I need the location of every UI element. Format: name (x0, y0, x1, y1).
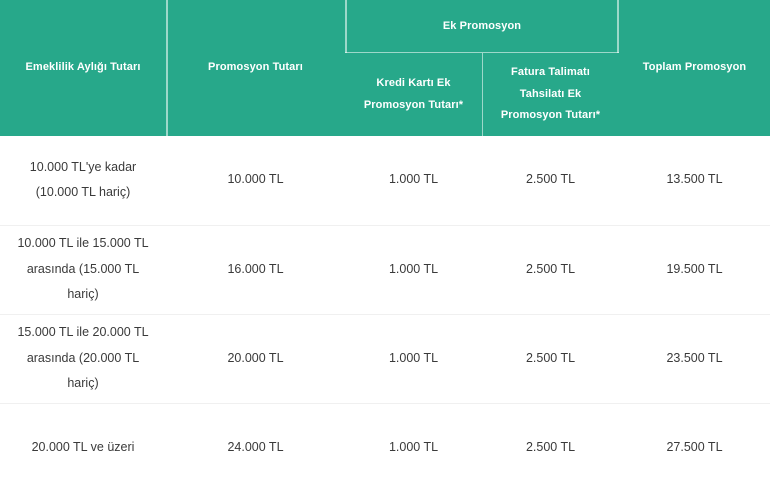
table-body: 10.000 TL'ye kadar (10.000 TL hariç) 10.… (0, 136, 770, 492)
cell-emeklilik-ayligi-tutari: 20.000 TL ve üzeri (0, 403, 166, 492)
column-header-emeklilik-ayligi-tutari: Emeklilik Aylığı Tutarı (0, 0, 166, 136)
cell-kredi-karti-ek-promosyon-tutari: 1.000 TL (345, 314, 482, 404)
table-header-row-group: Emeklilik Aylığı Tutarı Promosyon Tutarı… (0, 0, 770, 136)
cell-emeklilik-ayligi-tutari: 10.000 TL'ye kadar (10.000 TL hariç) (0, 136, 166, 226)
cell-promosyon-tutari: 16.000 TL (166, 225, 345, 315)
table-header-row-sub: Kredi Kartı Ek Promosyon Tutarı* Fatura … (0, 53, 770, 136)
cell-toplam-promosyon: 19.500 TL (619, 225, 770, 315)
column-header-fatura-talimati-tahsilati-ek-promosyon-tutari: Fatura Talimatı Tahsilatı Ek Promosyon T… (482, 53, 619, 136)
cell-toplam-promosyon: 13.500 TL (619, 136, 770, 226)
table-row: 10.000 TL ile 15.000 TL arasında (15.000… (0, 225, 770, 315)
cell-promosyon-tutari: 24.000 TL (166, 403, 345, 492)
table-row: 20.000 TL ve üzeri 24.000 TL 1.000 TL 2.… (0, 403, 770, 492)
cell-fatura-talimati-ek-promosyon-tutari: 2.500 TL (482, 136, 619, 226)
cell-toplam-promosyon: 27.500 TL (619, 403, 770, 492)
cell-promosyon-tutari: 20.000 TL (166, 314, 345, 404)
cell-fatura-talimati-ek-promosyon-tutari: 2.500 TL (482, 225, 619, 315)
cell-toplam-promosyon: 23.500 TL (619, 314, 770, 404)
column-header-kredi-karti-ek-promosyon-tutari: Kredi Kartı Ek Promosyon Tutarı* (345, 53, 482, 136)
column-header-toplam-promosyon: Toplam Promosyon (619, 0, 770, 136)
cell-fatura-talimati-ek-promosyon-tutari: 2.500 TL (482, 314, 619, 404)
table-row: 15.000 TL ile 20.000 TL arasında (20.000… (0, 314, 770, 404)
column-group-header-ek-promosyon: Ek Promosyon (345, 0, 619, 53)
cell-kredi-karti-ek-promosyon-tutari: 1.000 TL (345, 136, 482, 226)
pension-promotion-table-container: Emeklilik Aylığı Tutarı Promosyon Tutarı… (0, 0, 770, 454)
table-row: 10.000 TL'ye kadar (10.000 TL hariç) 10.… (0, 136, 770, 226)
cell-emeklilik-ayligi-tutari: 10.000 TL ile 15.000 TL arasında (15.000… (0, 225, 166, 315)
column-header-promosyon-tutari: Promosyon Tutarı (166, 0, 345, 136)
cell-kredi-karti-ek-promosyon-tutari: 1.000 TL (345, 225, 482, 315)
cell-fatura-talimati-ek-promosyon-tutari: 2.500 TL (482, 403, 619, 492)
table-header: Emeklilik Aylığı Tutarı Promosyon Tutarı… (0, 0, 770, 136)
cell-emeklilik-ayligi-tutari: 15.000 TL ile 20.000 TL arasında (20.000… (0, 314, 166, 404)
cell-promosyon-tutari: 10.000 TL (166, 136, 345, 226)
cell-kredi-karti-ek-promosyon-tutari: 1.000 TL (345, 403, 482, 492)
